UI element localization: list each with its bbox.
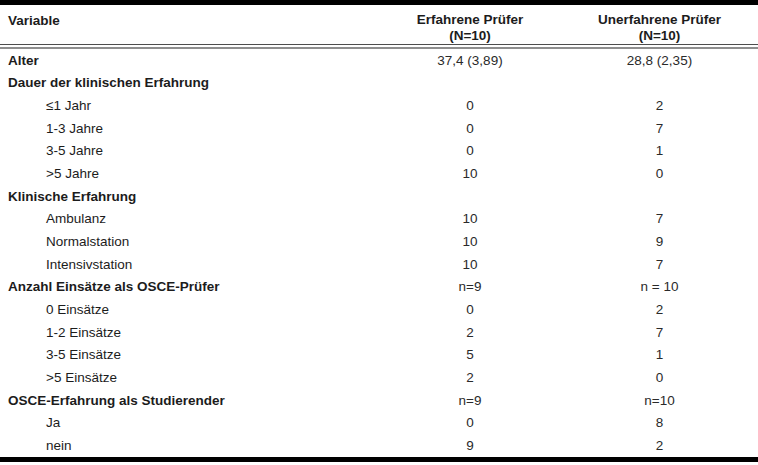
inexperienced-value-cell: 7 [561, 257, 758, 272]
table-row: Alter37,4 (3,89)28,8 (2,35) [0, 49, 758, 72]
column-header-inexperienced: Unerfahrene Prüfer (N=10) [561, 5, 758, 44]
variable-cell: Intensivstation [0, 257, 379, 272]
table-row: Normalstation109 [0, 230, 758, 253]
variable-cell: Klinische Erfahrung [0, 189, 379, 204]
experienced-value-cell: 0 [379, 302, 561, 317]
table-row: 3-5 Einsätze51 [0, 344, 758, 367]
variable-cell: 3-5 Jahre [0, 143, 379, 158]
table-row: Ambulanz107 [0, 208, 758, 231]
experienced-value-cell: 10 [379, 257, 561, 272]
inexperienced-value-cell: 8 [561, 415, 758, 430]
inexperienced-value-cell: 0 [561, 370, 758, 385]
inexperienced-value-cell: 2 [561, 302, 758, 317]
experienced-value-cell: 0 [379, 121, 561, 136]
table-row: 0 Einsätze02 [0, 298, 758, 321]
variable-cell: Normalstation [0, 234, 379, 249]
variable-cell: >5 Jahre [0, 166, 379, 181]
table-row: 1-2 Einsätze27 [0, 321, 758, 344]
experienced-value-cell: 0 [379, 143, 561, 158]
inexperienced-value-cell: 28,8 (2,35) [561, 53, 758, 68]
inexperienced-value-cell: 1 [561, 347, 758, 362]
experienced-value-cell: 0 [379, 415, 561, 430]
variable-cell: 3-5 Einsätze [0, 347, 379, 362]
inexperienced-value-cell: 9 [561, 234, 758, 249]
inexperienced-value-cell: 7 [561, 121, 758, 136]
column-header-experienced-n: (N=10) [379, 28, 561, 44]
inexperienced-value-cell: 2 [561, 98, 758, 113]
inexperienced-value-cell: 7 [561, 325, 758, 340]
experienced-value-cell: 9 [379, 438, 561, 453]
table-row: Ja08 [0, 412, 758, 435]
variable-cell: Ja [0, 415, 379, 430]
experienced-value-cell: 2 [379, 370, 561, 385]
experienced-value-cell: n=9 [379, 393, 561, 408]
experienced-value-cell: 0 [379, 98, 561, 113]
inexperienced-value-cell: n=10 [561, 393, 758, 408]
column-header-inexperienced-n: (N=10) [561, 28, 758, 44]
column-header-variable: Variable [0, 5, 379, 44]
table-row: Anzahl Einsätze als OSCE-Prüfern=9n = 10 [0, 276, 758, 299]
variable-cell: >5 Einsätze [0, 370, 379, 385]
experienced-value-cell: 5 [379, 347, 561, 362]
table-row: Klinische Erfahrung [0, 185, 758, 208]
table-row: nein92 [0, 434, 758, 457]
table-row: >5 Jahre100 [0, 162, 758, 185]
experienced-value-cell: 10 [379, 166, 561, 181]
table-body: Alter37,4 (3,89)28,8 (2,35) Dauer der kli… [0, 49, 758, 457]
inexperienced-value-cell: 0 [561, 166, 758, 181]
demographics-table: Variable Erfahrene Prüfer (N=10) Unerfah… [0, 0, 758, 465]
variable-cell: 0 Einsätze [0, 302, 379, 317]
table-header-row: Variable Erfahrene Prüfer (N=10) Unerfah… [0, 5, 758, 44]
experienced-value-cell: 37,4 (3,89) [379, 53, 561, 68]
inexperienced-value-cell: 1 [561, 143, 758, 158]
experienced-value-cell: n=9 [379, 279, 561, 294]
variable-cell: Alter [0, 53, 379, 68]
variable-cell: ≤1 Jahr [0, 98, 379, 113]
table-row: 1-3 Jahre07 [0, 117, 758, 140]
column-header-inexperienced-title: Unerfahrene Prüfer [561, 12, 758, 28]
variable-cell: OSCE-Erfahrung als Studierender [0, 393, 379, 408]
table-row: >5 Einsätze20 [0, 366, 758, 389]
experienced-value-cell: 10 [379, 234, 561, 249]
variable-cell: Dauer der klinischen Erfahrung [0, 75, 379, 90]
inexperienced-value-cell: 7 [561, 211, 758, 226]
table-row: OSCE-Erfahrung als Studierendern=9n=10 [0, 389, 758, 412]
table-row: Dauer der klinischen Erfahrung [0, 72, 758, 95]
variable-cell: Ambulanz [0, 211, 379, 226]
variable-cell: Anzahl Einsätze als OSCE-Prüfer [0, 279, 379, 294]
table-bottom-rule [0, 457, 758, 462]
inexperienced-value-cell: n = 10 [561, 279, 758, 294]
experienced-value-cell: 2 [379, 325, 561, 340]
variable-cell: 1-2 Einsätze [0, 325, 379, 340]
column-header-experienced: Erfahrene Prüfer (N=10) [379, 5, 561, 44]
experienced-value-cell: 10 [379, 211, 561, 226]
variable-cell: nein [0, 438, 379, 453]
table-row: Intensivstation107 [0, 253, 758, 276]
column-header-experienced-title: Erfahrene Prüfer [379, 12, 561, 28]
table-row: 3-5 Jahre01 [0, 140, 758, 163]
table-row: ≤1 Jahr02 [0, 94, 758, 117]
variable-cell: 1-3 Jahre [0, 121, 379, 136]
inexperienced-value-cell: 2 [561, 438, 758, 453]
